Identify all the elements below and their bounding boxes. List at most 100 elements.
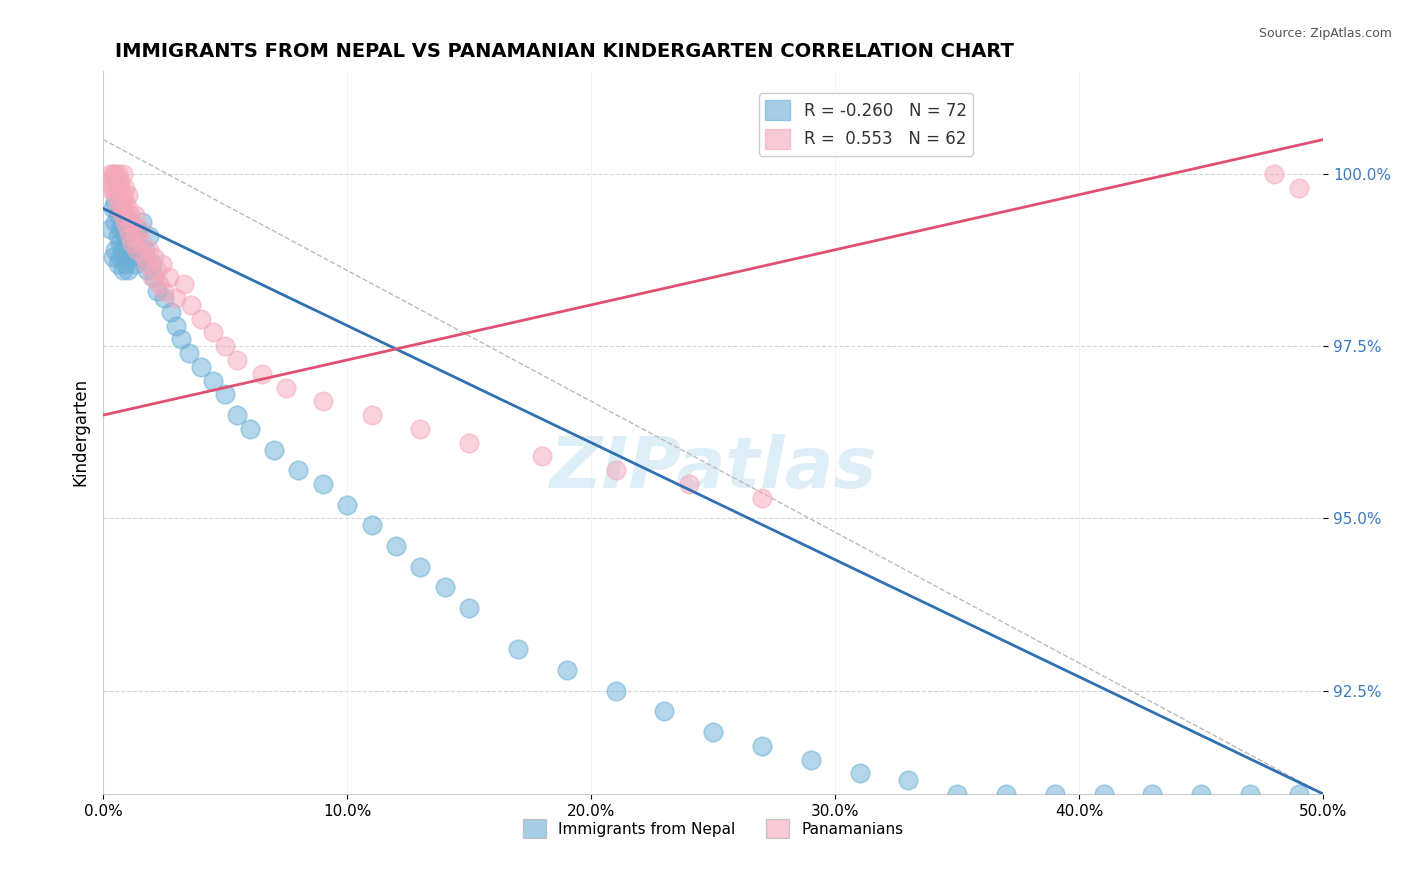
- Point: [114, 180, 136, 194]
- Point: [131, 215, 153, 229]
- Point: [108, 235, 131, 250]
- Point: [136, 256, 159, 270]
- Point: [1092, 787, 1115, 801]
- Point: [201, 374, 224, 388]
- Point: [108, 222, 131, 236]
- Point: [118, 208, 141, 222]
- Point: [312, 477, 335, 491]
- Point: [190, 359, 212, 374]
- Point: [124, 208, 146, 222]
- Point: [138, 243, 160, 257]
- Point: [114, 229, 136, 244]
- Text: ZIPatlas: ZIPatlas: [550, 434, 877, 503]
- Point: [117, 202, 139, 216]
- Point: [104, 243, 127, 257]
- Point: [108, 174, 131, 188]
- Point: [101, 202, 124, 216]
- Point: [108, 194, 131, 209]
- Point: [1288, 180, 1310, 194]
- Point: [108, 250, 131, 264]
- Point: [111, 243, 134, 257]
- Point: [143, 270, 166, 285]
- Point: [312, 394, 335, 409]
- Point: [111, 187, 134, 202]
- Point: [1288, 787, 1310, 801]
- Point: [114, 215, 136, 229]
- Legend: Immigrants from Nepal, Panamanians: Immigrants from Nepal, Panamanians: [517, 814, 910, 844]
- Point: [117, 235, 139, 250]
- Point: [1043, 787, 1066, 801]
- Point: [104, 194, 127, 209]
- Point: [104, 187, 127, 202]
- Point: [177, 346, 200, 360]
- Point: [127, 222, 149, 236]
- Point: [1263, 167, 1285, 181]
- Point: [108, 180, 131, 194]
- Point: [128, 250, 150, 264]
- Point: [107, 167, 129, 181]
- Point: [101, 250, 124, 264]
- Point: [214, 339, 236, 353]
- Point: [190, 311, 212, 326]
- Point: [121, 215, 143, 229]
- Point: [138, 229, 160, 244]
- Point: [555, 663, 578, 677]
- Point: [385, 539, 408, 553]
- Point: [108, 202, 131, 216]
- Point: [100, 174, 122, 188]
- Point: [141, 256, 163, 270]
- Point: [336, 498, 359, 512]
- Point: [111, 208, 134, 222]
- Point: [146, 284, 169, 298]
- Point: [226, 408, 249, 422]
- Text: Source: ZipAtlas.com: Source: ZipAtlas.com: [1258, 27, 1392, 40]
- Point: [1142, 787, 1164, 801]
- Point: [360, 408, 382, 422]
- Point: [101, 167, 124, 181]
- Point: [134, 243, 156, 257]
- Point: [250, 367, 273, 381]
- Point: [433, 580, 456, 594]
- Point: [111, 215, 134, 229]
- Point: [946, 787, 969, 801]
- Point: [150, 256, 173, 270]
- Point: [276, 380, 298, 394]
- Point: [157, 270, 180, 285]
- Point: [173, 277, 195, 292]
- Point: [104, 215, 127, 229]
- Point: [654, 704, 676, 718]
- Point: [263, 442, 285, 457]
- Point: [165, 318, 187, 333]
- Point: [118, 229, 141, 244]
- Point: [1239, 787, 1261, 801]
- Point: [226, 353, 249, 368]
- Point: [141, 270, 163, 285]
- Point: [148, 277, 170, 292]
- Point: [114, 256, 136, 270]
- Point: [360, 518, 382, 533]
- Point: [1189, 787, 1212, 801]
- Point: [153, 284, 176, 298]
- Point: [121, 235, 143, 250]
- Point: [118, 250, 141, 264]
- Point: [121, 243, 143, 257]
- Point: [848, 766, 870, 780]
- Point: [111, 202, 134, 216]
- Point: [117, 263, 139, 277]
- Text: IMMIGRANTS FROM NEPAL VS PANAMANIAN KINDERGARTEN CORRELATION CHART: IMMIGRANTS FROM NEPAL VS PANAMANIAN KIND…: [115, 42, 1014, 61]
- Point: [897, 773, 920, 788]
- Point: [170, 332, 193, 346]
- Point: [605, 463, 627, 477]
- Point: [107, 180, 129, 194]
- Point: [118, 215, 141, 229]
- Point: [104, 174, 127, 188]
- Point: [143, 250, 166, 264]
- Point: [165, 291, 187, 305]
- Point: [131, 235, 153, 250]
- Y-axis label: Kindergarten: Kindergarten: [72, 378, 89, 486]
- Point: [124, 256, 146, 270]
- Point: [458, 435, 481, 450]
- Point: [136, 263, 159, 277]
- Point: [100, 222, 122, 236]
- Point: [128, 222, 150, 236]
